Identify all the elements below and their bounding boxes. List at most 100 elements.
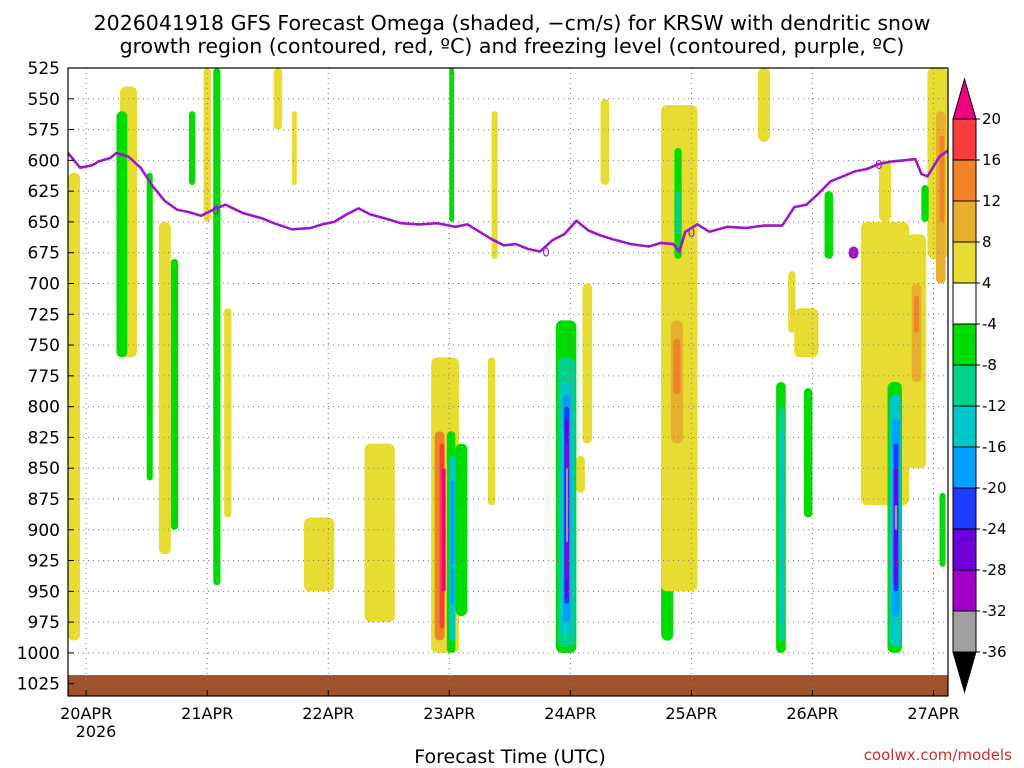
colorbar-legend: -36 -32 -28 -24 -20 -16 -12 -8 -4 4 8 12 16 20 [952, 77, 1007, 694]
x-axis-label: Forecast Time (UTC) [414, 746, 605, 768]
colorbar-segment [952, 241, 977, 284]
omega-shading [68, 68, 948, 653]
freezing-level-label: 0 [875, 158, 883, 172]
colorbar-tick-label: -28 [982, 561, 1007, 579]
time-tick-label: 22APR [302, 704, 354, 723]
time-tick-label: 27APR [907, 704, 959, 723]
omega-cell [304, 517, 335, 592]
colorbar-segment [952, 487, 977, 530]
omega-cell [68, 172, 81, 641]
time-tick-label: 26APR [786, 704, 838, 723]
colorbar-segment [952, 405, 977, 448]
omega-cell [146, 172, 153, 481]
pressure-tick-label: 525 [28, 59, 60, 79]
pressure-tick-label: 1000 [17, 644, 60, 664]
omega-cell [582, 283, 593, 444]
colorbar-segment [952, 364, 977, 407]
colorbar-segment [952, 610, 977, 653]
omega-cell [566, 468, 568, 543]
omega-cell [794, 308, 819, 358]
omega-cell [488, 357, 496, 506]
omega-cell [879, 160, 892, 222]
colorbar-tick-label: -16 [982, 438, 1007, 456]
omega-cell [224, 308, 232, 518]
pressure-tick-label: 875 [28, 490, 60, 510]
pressure-tick-label: 725 [28, 305, 60, 325]
pressure-tick-label: 775 [28, 367, 60, 387]
colorbar-tick-label: -36 [982, 643, 1007, 661]
time-axis: 20APR 21APR 22APR 23APR 24APR 25APR 26APR 27APR [60, 690, 960, 723]
omega-cell [600, 98, 610, 185]
pressure-tick-label: 650 [28, 213, 60, 233]
plot-frame [67, 67, 949, 697]
pressure-axis: 525 550 575 600 625 650 675 700 725 750 775 800 825 8… [17, 59, 74, 695]
colorbar-segment [952, 118, 977, 161]
colorbar-segment [952, 200, 977, 243]
chart-title-line2: growth region (contoured, red, ºC) and f… [120, 34, 905, 58]
colorbar-segment [952, 159, 977, 202]
omega-cell [803, 388, 813, 518]
credit-link[interactable]: coolwx.com/models [864, 746, 1012, 764]
pressure-tick-label: 625 [28, 182, 60, 202]
colorbar-tick-label: -32 [982, 602, 1007, 620]
omega-cell [921, 184, 929, 222]
pressure-tick-label: 575 [28, 121, 60, 141]
colorbar-tick-label: 4 [982, 274, 992, 292]
year-label: 2026 [76, 722, 117, 741]
omega-cell [189, 111, 196, 185]
surface-band [68, 675, 948, 696]
omega-cell [450, 480, 455, 604]
omega-cell [116, 111, 128, 358]
pressure-tick-label: 925 [28, 552, 60, 572]
omega-cell [364, 443, 395, 623]
time-tick-label: 25APR [665, 704, 717, 723]
freezing-level-label: 0 [688, 226, 696, 240]
omega-cell [788, 271, 796, 333]
pressure-tick-label: 850 [28, 459, 60, 479]
omega-cell [291, 111, 297, 185]
freezing-level-label: 0 [212, 204, 220, 218]
colorbar-tick-label: -24 [982, 520, 1007, 538]
omega-cell [455, 443, 468, 616]
omega-cell [757, 68, 771, 142]
colorbar-tick-label: 8 [982, 233, 992, 251]
omega-cell [213, 68, 221, 586]
omega-cell [939, 492, 946, 567]
colorbar-tick-label: -4 [982, 315, 997, 333]
pressure-tick-label: 1025 [17, 675, 60, 695]
pressure-tick-label: 600 [28, 151, 60, 171]
omega-cell [939, 135, 945, 222]
omega-cell [914, 295, 919, 333]
omega-cell [491, 111, 498, 259]
colorbar-tick-label: 12 [982, 192, 1001, 210]
colorbar-segment [952, 446, 977, 489]
time-tick-label: 21APR [181, 704, 233, 723]
chart-title-line1: 2026041918 GFS Forecast Omega (shaded, −… [94, 11, 931, 35]
omega-cell [170, 258, 179, 530]
colorbar-segment [952, 651, 977, 694]
colorbar-segment [952, 528, 977, 571]
time-tick-label: 23APR [423, 704, 475, 723]
pressure-tick-label: 800 [28, 398, 60, 418]
pressure-tick-label: 900 [28, 521, 60, 541]
time-tick-label: 20APR [60, 704, 112, 723]
freezing-level-label: 0 [542, 245, 550, 259]
omega-cell [894, 505, 898, 530]
freezing-level-line [66, 149, 949, 253]
omega-cell [449, 68, 455, 222]
pressure-tick-label: 675 [28, 244, 60, 264]
colorbar-tick-label: 20 [982, 110, 1001, 128]
omega-cell [779, 431, 784, 623]
omega-cell [824, 191, 834, 259]
omega-cell [158, 221, 171, 555]
pressure-tick-label: 550 [28, 90, 60, 110]
grid-lines [68, 68, 948, 696]
time-tick-label: 24APR [544, 704, 596, 723]
omega-cell [673, 338, 681, 395]
pressure-tick-label: 750 [28, 336, 60, 356]
colorbar-tick-label: -20 [982, 479, 1007, 497]
colorbar-tick-label: -12 [982, 397, 1007, 415]
omega-cell [675, 191, 681, 235]
surface-terrain [68, 675, 948, 696]
